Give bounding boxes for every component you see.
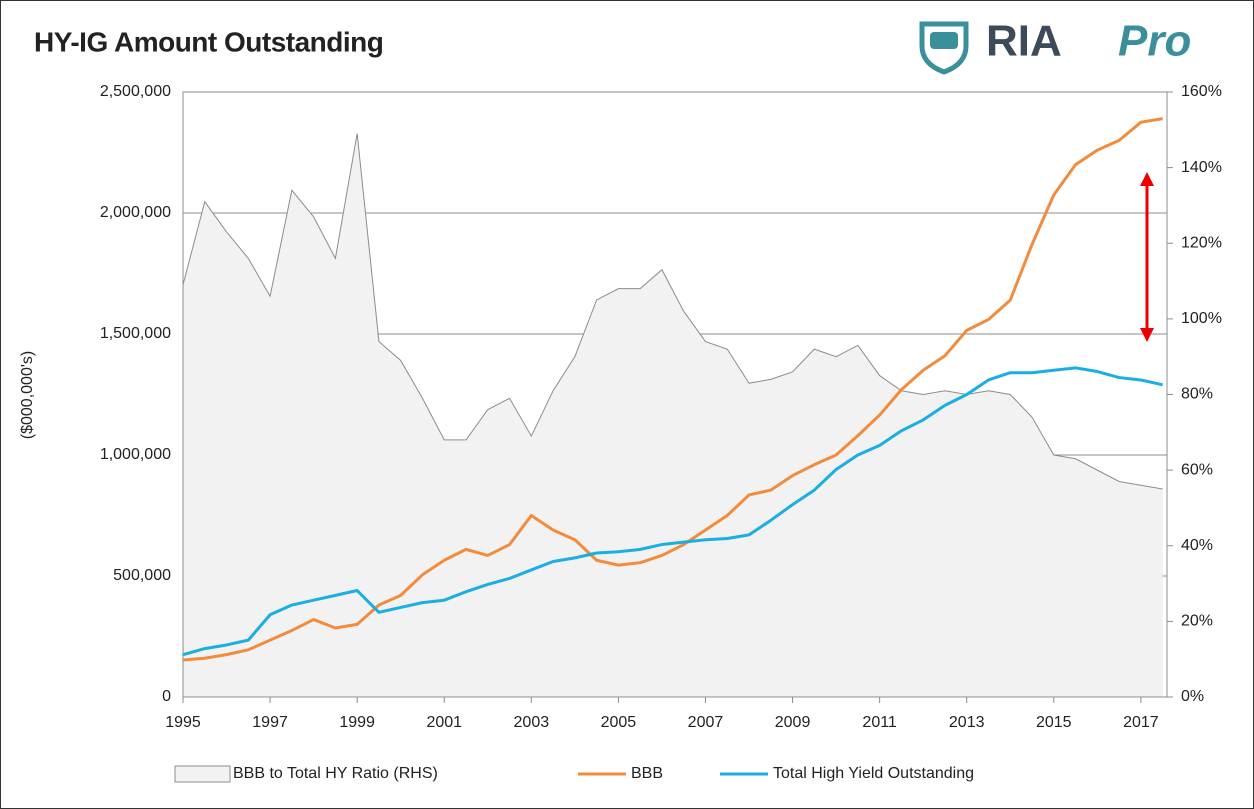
- x-tick-label: 2009: [775, 714, 811, 731]
- y-tick-label: 2,000,000: [100, 204, 171, 221]
- logo-suffix: Pro: [1118, 17, 1191, 66]
- y2-tick-label: 0%: [1181, 688, 1204, 705]
- y2-tick-label: 80%: [1181, 386, 1213, 403]
- logo-text: RIA: [986, 17, 1062, 66]
- x-tick-label: 2011: [862, 714, 897, 731]
- annotation-arrow: [1140, 172, 1154, 342]
- legend-label: BBB to Total HY Ratio (RHS): [233, 765, 438, 782]
- logo-shield: [919, 21, 969, 75]
- y2-tick-label: 100%: [1181, 310, 1222, 327]
- legend-label: BBB: [631, 765, 663, 782]
- y-tick-label: 1,500,000: [100, 325, 171, 342]
- x-tick-label: 2015: [1036, 714, 1072, 731]
- x-tick-label: 2007: [688, 714, 724, 731]
- series-line: [182, 366, 1163, 657]
- ratio-area-edge: [182, 133, 1163, 490]
- arrow-head: [1140, 172, 1154, 186]
- plot-frame: [182, 91, 1168, 698]
- legend-label: Total High Yield Outstanding: [773, 765, 974, 782]
- x-tick-label: 2017: [1123, 714, 1159, 731]
- legend-swatch: [174, 765, 231, 783]
- y-tick-label: 0: [162, 688, 171, 705]
- logo: RIA Pro: [919, 17, 1191, 75]
- y2-tick-label: 40%: [1181, 537, 1213, 554]
- plot-area: [182, 91, 1173, 703]
- y2-tick-label: 160%: [1181, 83, 1222, 100]
- y2-tick-label: 20%: [1181, 613, 1213, 630]
- y-tick-label: 1,000,000: [100, 446, 171, 463]
- y2-tick-label: 140%: [1181, 159, 1222, 176]
- x-tick-label: 1995: [165, 714, 201, 731]
- y2-tick-label: 60%: [1181, 461, 1213, 478]
- chart-title: HY-IG Amount Outstanding: [34, 26, 383, 57]
- y-axis-title: ($000,000's): [19, 351, 36, 439]
- x-tick-label: 1997: [252, 714, 288, 731]
- x-tick-label: 2001: [426, 714, 462, 731]
- arrow-head: [1140, 328, 1154, 342]
- series-line: [182, 117, 1163, 662]
- y-tick-label: 2,500,000: [100, 83, 171, 100]
- x-tick-label: 2013: [949, 714, 985, 731]
- x-tick-label: 2005: [601, 714, 637, 731]
- logo-bubble: [930, 32, 958, 49]
- y2-tick-label: 120%: [1181, 234, 1222, 251]
- y-tick-label: 500,000: [113, 567, 171, 584]
- x-tick-label: 2003: [514, 714, 550, 731]
- ratio-area-cover: [183, 133, 1163, 697]
- x-tick-label: 1999: [339, 714, 375, 731]
